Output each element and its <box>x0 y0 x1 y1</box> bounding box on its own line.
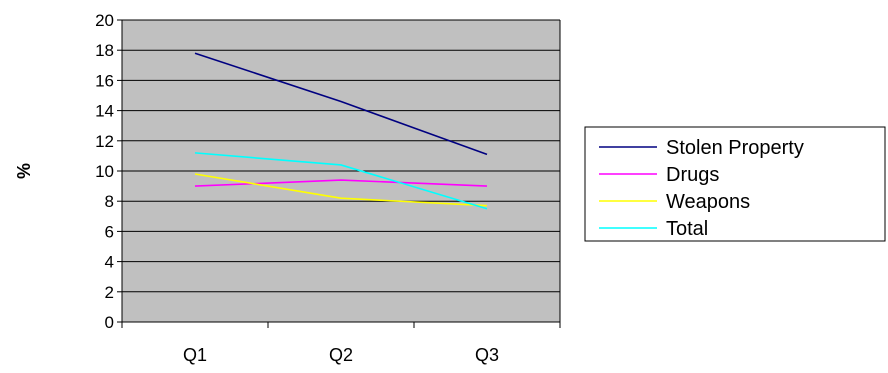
series-line-weapons <box>194 173 488 207</box>
legend: Stolen Property Drugs Weapons Total <box>584 126 886 242</box>
series-lines <box>194 52 488 210</box>
y-tick-label: 16 <box>95 71 114 90</box>
grid-lines <box>122 19 561 322</box>
y-tick-label: 6 <box>105 222 114 241</box>
legend-label-total: Total <box>666 218 708 240</box>
y-tick-label: 14 <box>95 102 114 121</box>
series-line-total <box>194 152 488 210</box>
x-axis-ticks: Q1 Q2 Q3 <box>121 322 561 365</box>
series-line-drugs <box>194 179 488 187</box>
x-tick-label: Q2 <box>329 345 353 365</box>
legend-label-weapons: Weapons <box>666 191 750 213</box>
y-axis-label: % <box>14 163 34 179</box>
y-tick-label: 4 <box>105 253 114 272</box>
y-tick-label: 2 <box>105 283 114 302</box>
x-tick-label: Q3 <box>475 345 499 365</box>
y-tick-label: 8 <box>105 192 114 211</box>
y-tick-label: 0 <box>105 313 114 332</box>
x-tick-label: Q1 <box>183 345 207 365</box>
y-tick-label: 18 <box>95 41 114 60</box>
legend-label-drugs: Drugs <box>666 164 719 186</box>
y-axis-ticks: 0 2 4 6 8 10 12 14 16 18 20 <box>95 11 122 332</box>
y-tick-label: 10 <box>95 162 114 181</box>
y-tick-label: 20 <box>95 11 114 30</box>
series-line-stolen-property <box>194 52 488 156</box>
legend-label-stolen-property: Stolen Property <box>666 137 804 159</box>
y-tick-label: 12 <box>95 132 114 151</box>
legend-box <box>584 126 886 242</box>
